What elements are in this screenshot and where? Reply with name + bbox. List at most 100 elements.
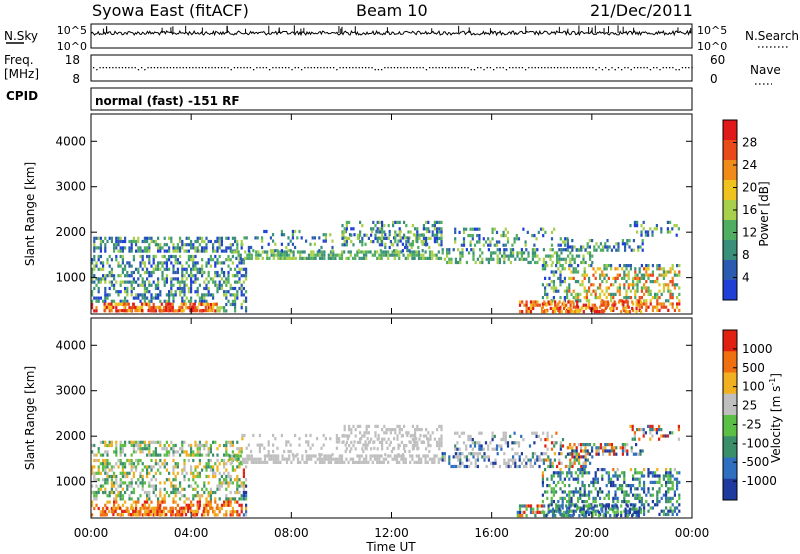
echo-cell — [605, 484, 608, 488]
echo-cell — [148, 494, 151, 498]
echo-cell — [561, 480, 564, 484]
echo-cell — [231, 450, 234, 454]
echo-cell — [580, 248, 583, 252]
colorbar-segment — [723, 260, 737, 281]
echo-cell — [548, 283, 551, 287]
echo-cell — [132, 490, 135, 495]
echo-cell — [198, 443, 201, 448]
echo-cell — [128, 274, 131, 278]
echo-cell — [588, 239, 591, 243]
echo-cell — [234, 497, 237, 501]
echo-cell — [396, 424, 399, 428]
echo-cell — [209, 254, 212, 259]
echo-cell — [625, 493, 628, 497]
freq-dot — [525, 69, 527, 71]
echo-cell — [634, 267, 637, 271]
echo-cell — [671, 276, 674, 280]
echo-cell — [135, 468, 138, 472]
echo-cell — [676, 484, 679, 488]
echo-cell — [205, 261, 208, 265]
echo-cell — [612, 509, 615, 513]
echo-cell — [150, 293, 153, 297]
echo-cell — [130, 270, 133, 275]
echo-cell — [174, 249, 177, 253]
echo-cell — [139, 254, 142, 259]
echo-cell — [555, 484, 558, 488]
echo-cell — [265, 229, 268, 234]
echo-cell — [225, 468, 228, 472]
echo-cell — [194, 280, 197, 284]
echo-cell — [436, 233, 439, 237]
echo-cell — [124, 474, 127, 479]
echo-cell — [181, 239, 184, 244]
echo-cell — [678, 302, 681, 306]
echo-cell — [163, 447, 166, 451]
echo-cell — [409, 253, 412, 257]
echo-cell — [110, 283, 113, 287]
echo-cell — [544, 468, 547, 472]
freq-dot — [640, 67, 642, 69]
echo-cell — [621, 276, 624, 280]
echo-cell — [565, 510, 568, 514]
echo-cell — [97, 280, 100, 284]
echo-cell — [185, 270, 188, 275]
echo-cell — [259, 253, 262, 257]
echo-cell — [99, 243, 102, 247]
echo-cell — [525, 257, 528, 261]
echo-cell — [182, 509, 185, 513]
x-tick-label: 16:00 — [474, 526, 509, 540]
echo-cell — [629, 484, 632, 488]
echo-cell — [121, 258, 124, 262]
echo-cell — [536, 455, 539, 459]
echo-cell — [209, 503, 212, 507]
echo-cell — [626, 303, 629, 307]
echo-cell — [169, 305, 172, 309]
echo-cell — [647, 487, 650, 491]
echo-cell — [285, 460, 289, 464]
echo-cell — [583, 471, 586, 475]
echo-cell — [555, 471, 558, 475]
echo-cell — [562, 257, 565, 261]
echo-cell — [551, 461, 554, 465]
echo-cell — [602, 245, 605, 249]
echo-cell — [198, 503, 201, 507]
echo-cell — [498, 248, 501, 252]
echo-cell — [638, 480, 641, 484]
echo-cell — [192, 267, 195, 271]
echo-cell — [209, 447, 212, 451]
echo-cell — [503, 260, 506, 265]
echo-cell — [398, 460, 401, 464]
freq-dot — [563, 67, 565, 69]
echo-cell — [525, 461, 528, 465]
echo-cell — [601, 477, 604, 481]
echo-cell — [196, 465, 199, 469]
echo-cell — [169, 509, 172, 513]
echo-cell — [632, 477, 635, 481]
echo-cell — [179, 254, 182, 259]
echo-cell — [654, 503, 657, 507]
echo-cell — [234, 309, 237, 313]
echo-cell — [436, 227, 439, 231]
echo-cell — [118, 302, 122, 306]
echo-cell — [163, 462, 166, 466]
echo-cell — [159, 246, 162, 250]
echo-cell — [395, 460, 399, 464]
freq-dot — [355, 67, 357, 69]
echo-cell — [378, 227, 381, 231]
echo-cell — [198, 296, 201, 300]
echo-cell — [143, 490, 146, 495]
echo-cell — [555, 490, 558, 494]
echo-cell — [168, 267, 171, 271]
echo-cell — [305, 449, 308, 454]
echo-cell — [396, 437, 399, 441]
echo-cell — [356, 424, 359, 428]
echo-cell — [150, 274, 153, 278]
echo-cell — [623, 496, 626, 500]
freq-dot — [182, 67, 184, 69]
echo-cell — [441, 458, 444, 462]
echo-cell — [414, 428, 417, 432]
echo-cell — [566, 286, 569, 290]
echo-cell — [431, 253, 434, 257]
echo-cell — [280, 433, 283, 438]
echo-cell — [509, 251, 512, 255]
